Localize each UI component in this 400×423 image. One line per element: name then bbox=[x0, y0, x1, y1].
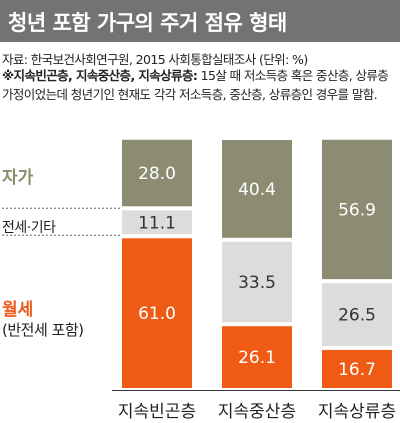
category-label-3: 지속상류층 bbox=[318, 402, 396, 422]
footnote-bold: ※지속빈곤층, 지속중산층, 지속상류층: bbox=[2, 68, 198, 83]
bar-wolse-3 bbox=[322, 349, 392, 388]
legend-own: 자가 bbox=[2, 168, 34, 188]
legend-jeonse: 전세·기타 bbox=[2, 220, 56, 236]
bar-wolse-2 bbox=[222, 326, 292, 388]
value-label-wolse-2: 26.1 bbox=[238, 348, 276, 368]
legend-wolse-sub: (반전세 포함) bbox=[2, 321, 84, 339]
value-label-jeonse-2: 33.5 bbox=[238, 273, 276, 293]
footnote: ※지속빈곤층, 지속중산층, 지속상류층: 15살 때 저소득층 혹은 중산층,… bbox=[2, 67, 398, 104]
bar-jeonse-2 bbox=[222, 241, 292, 323]
chart-title: 청년 포함 가구의 주거 점유 형태 bbox=[8, 11, 287, 35]
source-text: 자료: 한국보건사회연구원, 2015 사회통합실태조사 (단위: %) bbox=[2, 52, 308, 67]
legend-wolse: 월세 bbox=[2, 300, 34, 320]
value-label-jeonse-3: 26.5 bbox=[338, 306, 376, 326]
bar-own-3 bbox=[322, 139, 392, 280]
value-label-jeonse-1: 11.1 bbox=[138, 213, 176, 233]
category-label-1: 지속빈곤층 bbox=[118, 402, 196, 422]
bar-own-1 bbox=[122, 139, 192, 207]
footnote-rest: 15살 때 저소득층 혹은 중산층, 상류층 가정이었는데 청년기인 현재도 각… bbox=[2, 68, 389, 102]
value-label-own-2: 40.4 bbox=[238, 180, 276, 200]
bar-wolse-1 bbox=[122, 238, 192, 388]
bar-own-2 bbox=[222, 140, 292, 238]
bar-jeonse-1 bbox=[122, 210, 192, 235]
bar-jeonse-3 bbox=[322, 283, 392, 346]
value-label-wolse-1: 61.0 bbox=[138, 304, 176, 324]
value-label-own-1: 28.0 bbox=[138, 164, 176, 184]
title-bar: 청년 포함 가구의 주거 점유 형태 bbox=[0, 0, 400, 42]
value-label-wolse-3: 16.7 bbox=[338, 360, 376, 380]
value-label-own-3: 56.9 bbox=[338, 200, 376, 220]
category-label-2: 지속중산층 bbox=[218, 402, 296, 422]
